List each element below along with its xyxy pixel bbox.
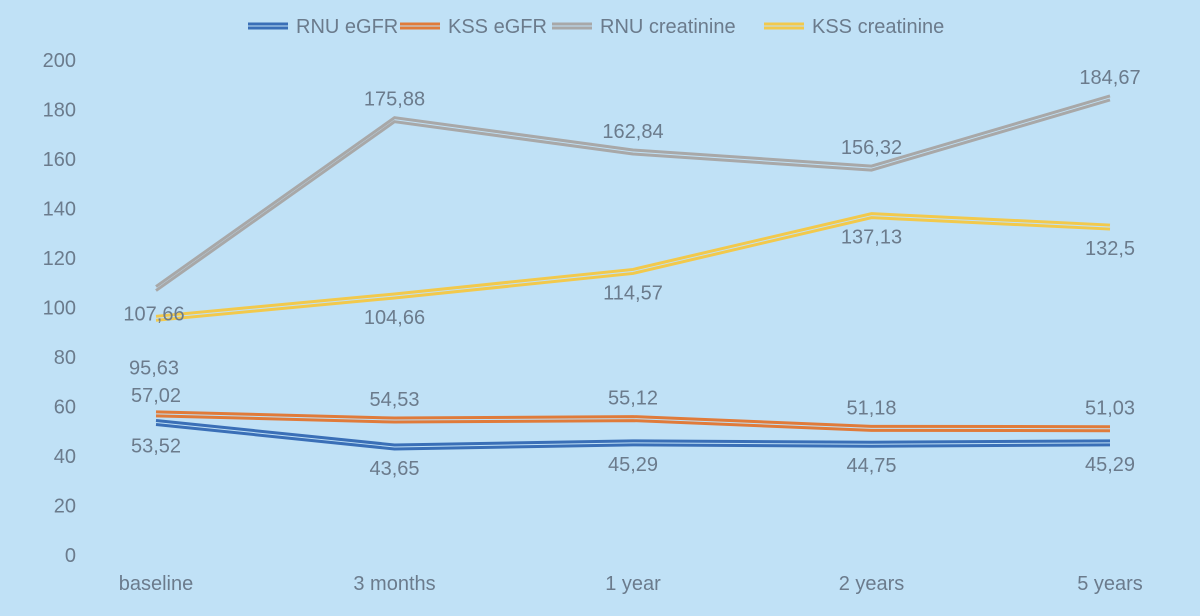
data-label: 51,03 xyxy=(1085,398,1135,420)
y-tick-label: 140 xyxy=(43,199,76,221)
y-tick-label: 120 xyxy=(43,248,76,270)
y-tick-label: 180 xyxy=(43,100,76,122)
data-label: 44,75 xyxy=(846,455,896,477)
data-label: 137,13 xyxy=(841,227,902,249)
y-tick-label: 20 xyxy=(54,496,76,518)
data-label: 53,52 xyxy=(131,436,181,458)
data-label: 43,65 xyxy=(369,458,419,480)
data-label: 184,67 xyxy=(1079,67,1140,89)
y-tick-label: 40 xyxy=(54,446,76,468)
data-label: 162,84 xyxy=(602,121,663,143)
x-tick-label: baseline xyxy=(119,573,194,595)
legend-label: KSS creatinine xyxy=(812,16,944,38)
data-label: 55,12 xyxy=(608,388,658,410)
data-label: 104,66 xyxy=(364,307,425,329)
x-tick-label: 2 years xyxy=(839,573,905,595)
data-label: 57,02 xyxy=(131,385,181,407)
y-tick-label: 200 xyxy=(43,50,76,72)
data-label: 107,66 xyxy=(123,304,184,326)
data-label: 175,88 xyxy=(364,89,425,111)
legend-label: RNU eGFR xyxy=(296,16,398,38)
x-tick-label: 1 year xyxy=(605,573,661,595)
data-label: 45,29 xyxy=(608,454,658,476)
y-tick-label: 60 xyxy=(54,397,76,419)
y-tick-label: 160 xyxy=(43,149,76,171)
legend-label: KSS eGFR xyxy=(448,16,547,38)
data-label: 132,5 xyxy=(1085,238,1135,260)
data-label: 54,53 xyxy=(369,389,419,411)
y-tick-label: 80 xyxy=(54,347,76,369)
x-tick-label: 5 years xyxy=(1077,573,1143,595)
legend-label: RNU creatinine xyxy=(600,16,736,38)
y-tick-label: 0 xyxy=(65,545,76,567)
x-tick-label: 3 months xyxy=(353,573,435,595)
data-label: 114,57 xyxy=(603,282,663,304)
line-chart: 0 20 40 60 80 100 120 140 160 180 200 baseline 3 mon… xyxy=(0,0,1200,616)
data-label: 95,63 xyxy=(129,357,179,379)
data-label: 156,32 xyxy=(841,137,902,159)
data-label: 45,29 xyxy=(1085,454,1135,476)
data-label: 51,18 xyxy=(846,397,896,419)
y-tick-label: 100 xyxy=(43,298,76,320)
